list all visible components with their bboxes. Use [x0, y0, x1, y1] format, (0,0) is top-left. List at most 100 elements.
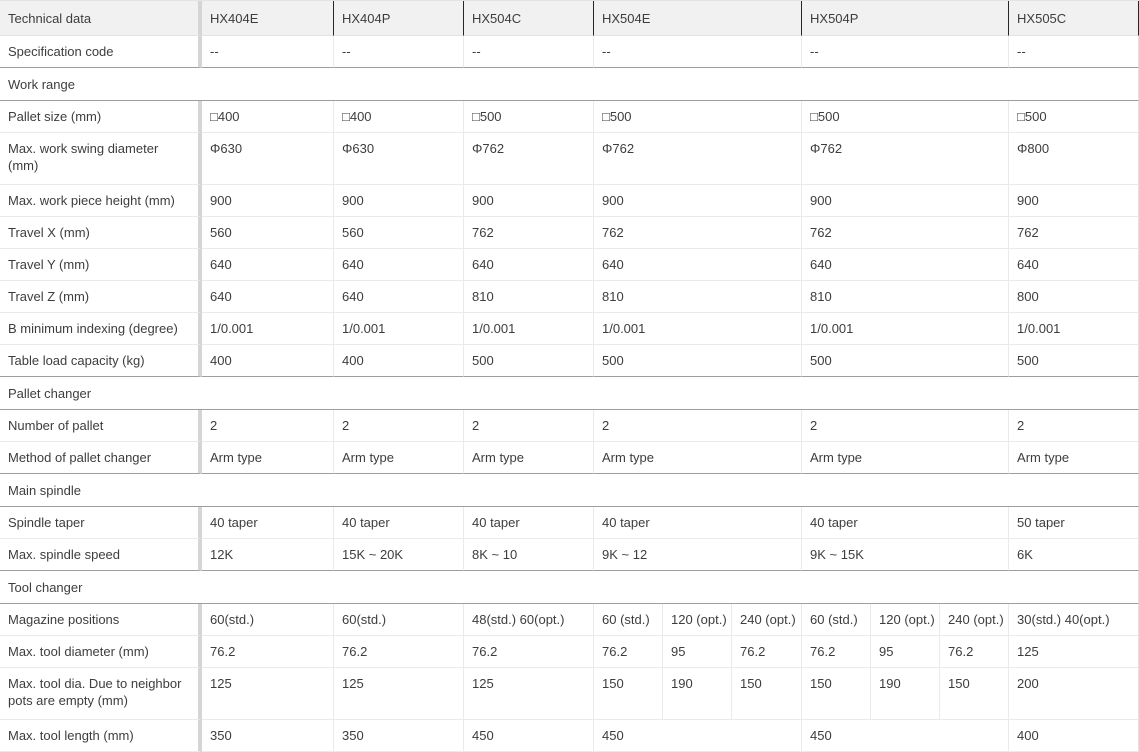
row-label: Number of pallet: [0, 410, 202, 442]
table-cell: Φ762: [463, 133, 593, 185]
table-cell: 900: [801, 185, 1009, 217]
table-cell: 762: [463, 217, 593, 249]
table-cell: 1/0.001: [333, 313, 463, 345]
column-header-hx505c: HX505C: [1008, 1, 1139, 36]
row-label: Max. tool dia. Due to neighbor pots are …: [0, 668, 202, 720]
table-cell: 350: [333, 720, 463, 752]
table-cell: Φ762: [593, 133, 802, 185]
table-cell: 810: [801, 281, 1009, 313]
table-cell: 200: [1008, 668, 1139, 720]
table-cell: Φ630: [202, 133, 333, 185]
table-cell: 900: [1008, 185, 1139, 217]
table-cell: 640: [333, 281, 463, 313]
table-cell: 500: [801, 345, 1009, 377]
table-cell: 1/0.001: [593, 313, 802, 345]
table-row-b-minimum-indexing: B minimum indexing (degree) 1/0.001 1/0.…: [0, 313, 1139, 345]
table-row-max-tool-diameter: Max. tool diameter (mm) 76.2 76.2 76.2 7…: [0, 636, 1139, 668]
table-row-max-tool-dia-neighbor: Max. tool dia. Due to neighbor pots are …: [0, 668, 1139, 720]
table-row-method-of-pallet-changer: Method of pallet changer Arm type Arm ty…: [0, 442, 1139, 474]
table-cell: 762: [1008, 217, 1139, 249]
table-cell: 900: [463, 185, 593, 217]
row-label: Spindle taper: [0, 507, 202, 539]
row-label: Max. spindle speed: [0, 539, 202, 571]
table-cell: 40 taper: [333, 507, 463, 539]
table-cell: 1/0.001: [801, 313, 1009, 345]
table-cell: 30(std.) 40(opt.): [1008, 604, 1139, 636]
table-cell: □400: [333, 101, 463, 133]
row-label: Magazine positions: [0, 604, 202, 636]
table-cell: Φ762: [801, 133, 1009, 185]
table-cell: --: [333, 36, 463, 68]
header-row: Technical data HX404E HX404P HX504C HX50…: [0, 1, 1139, 36]
table-cell: □500: [593, 101, 802, 133]
section-title: Tool changer: [0, 571, 1139, 604]
section-title: Main spindle: [0, 474, 1139, 507]
table-cell: 2: [1008, 410, 1139, 442]
table-cell: 150: [801, 668, 871, 720]
table-cell: 400: [202, 345, 333, 377]
table-cell: 640: [801, 249, 1009, 281]
table-cell: Φ630: [333, 133, 463, 185]
table-cell: 125: [202, 668, 333, 720]
table-cell: 900: [333, 185, 463, 217]
table-cell: 762: [593, 217, 802, 249]
table-cell: --: [463, 36, 593, 68]
table-row-max-tool-length: Max. tool length (mm) 350 350 450 450 45…: [0, 720, 1139, 752]
table-cell: 95: [662, 636, 731, 668]
table-cell: Φ800: [1008, 133, 1139, 185]
table-cell: □500: [801, 101, 1009, 133]
table-cell: 9K ~ 12: [593, 539, 802, 571]
table-cell: 76.2: [202, 636, 333, 668]
table-cell: 640: [593, 249, 802, 281]
table-row-table-load-capacity: Table load capacity (kg) 400 400 500 500…: [0, 345, 1139, 377]
table-cell: 640: [202, 249, 333, 281]
table-cell: 500: [593, 345, 802, 377]
table-cell: 900: [593, 185, 802, 217]
table-cell: 810: [593, 281, 802, 313]
table-cell: 150: [731, 668, 802, 720]
row-label: Method of pallet changer: [0, 442, 202, 474]
table-cell: Arm type: [333, 442, 463, 474]
table-row-travel-x: Travel X (mm) 560 560 762 762 762 762: [0, 217, 1139, 249]
table-cell: 76.2: [593, 636, 662, 668]
table-cell: 640: [463, 249, 593, 281]
table-cell: 2: [202, 410, 333, 442]
row-label: B minimum indexing (degree): [0, 313, 202, 345]
table-cell: 8K ~ 10: [463, 539, 593, 571]
table-cell: 2: [463, 410, 593, 442]
table-cell: 76.2: [463, 636, 593, 668]
table-cell: --: [202, 36, 333, 68]
table-cell: 125: [1008, 636, 1139, 668]
table-cell: 500: [1008, 345, 1139, 377]
table-cell: Arm type: [593, 442, 802, 474]
table-cell: 560: [202, 217, 333, 249]
table-cell: 9K ~ 15K: [801, 539, 1009, 571]
table-cell: 120 (opt.): [662, 604, 731, 636]
table-cell: 400: [333, 345, 463, 377]
table-cell: 350: [202, 720, 333, 752]
section-main-spindle: Main spindle: [0, 474, 1139, 507]
table-row-magazine-positions: Magazine positions 60(std.) 60(std.) 48(…: [0, 604, 1139, 636]
table-row-spindle-taper: Spindle taper 40 taper 40 taper 40 taper…: [0, 507, 1139, 539]
table-cell: 60 (std.): [801, 604, 871, 636]
table-cell: 190: [662, 668, 731, 720]
table-cell: --: [1008, 36, 1139, 68]
table-cell: 40 taper: [202, 507, 333, 539]
row-label: Max. work piece height (mm): [0, 185, 202, 217]
table-row-max-work-swing-diameter: Max. work swing diameter (mm) Φ630 Φ630 …: [0, 133, 1139, 185]
table-cell: 120 (opt.): [870, 604, 940, 636]
column-header-hx504c: HX504C: [463, 1, 593, 36]
table-cell: 150: [939, 668, 1009, 720]
table-cell: 40 taper: [463, 507, 593, 539]
table-cell: Arm type: [1008, 442, 1139, 474]
table-cell: 60(std.): [202, 604, 333, 636]
table-cell: 1/0.001: [202, 313, 333, 345]
table-cell: 125: [463, 668, 593, 720]
table-cell: □500: [1008, 101, 1139, 133]
table-cell: 60(std.): [333, 604, 463, 636]
row-label: Pallet size (mm): [0, 101, 202, 133]
table-cell: Arm type: [801, 442, 1009, 474]
table-row-travel-z: Travel Z (mm) 640 640 810 810 810 800: [0, 281, 1139, 313]
table-cell: 76.2: [801, 636, 871, 668]
section-tool-changer: Tool changer: [0, 571, 1139, 604]
